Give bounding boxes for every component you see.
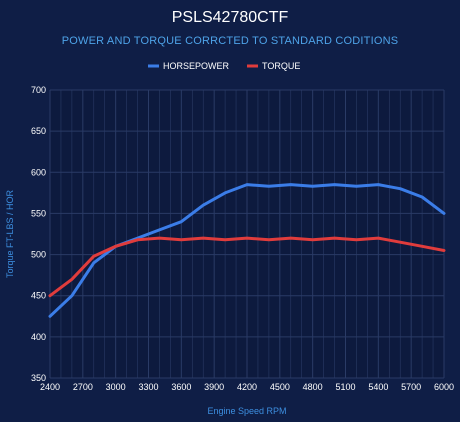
series-lines	[48, 183, 446, 318]
legend-label-torque[interactable]: TORQUE	[262, 61, 300, 71]
chart-title: PSLS42780CTF	[171, 9, 289, 26]
y-tick-label: 400	[31, 332, 46, 342]
chart-subtitle: POWER AND TORQUE CORRCTED TO STANDARD CO…	[61, 35, 399, 47]
y-tick-label: 600	[31, 167, 46, 177]
grid-lines	[49, 89, 445, 379]
x-tick-label: 2400	[40, 382, 60, 392]
x-tick-label: 3000	[106, 382, 126, 392]
x-tick-label: 6000	[434, 382, 454, 392]
y-tick-label: 500	[31, 250, 46, 260]
y-tick-label: 700	[31, 85, 46, 95]
y-tick-labels: 350 400 450 500 550 600 650 700	[31, 85, 46, 383]
legend-swatch-torque	[247, 64, 258, 68]
x-tick-label: 5700	[401, 382, 421, 392]
x-tick-label: 4800	[303, 382, 323, 392]
y-tick-label: 450	[31, 291, 46, 301]
x-tick-label: 5400	[368, 382, 388, 392]
y-tick-label: 350	[31, 373, 46, 383]
x-tick-label: 4200	[237, 382, 257, 392]
y-tick-label: 550	[31, 208, 46, 218]
x-tick-labels: 2400 2700 3000 3300 3600 3900 4200 4500 4800 5100…	[40, 382, 454, 392]
series-line-torque	[48, 236, 446, 298]
x-tick-label: 2700	[73, 382, 93, 392]
legend-swatch-horsepower	[148, 64, 159, 68]
x-tick-label: 3300	[138, 382, 158, 392]
x-tick-label: 4500	[270, 382, 290, 392]
legend-label-horsepower[interactable]: HORSEPOWER	[163, 61, 230, 71]
legend: HORSEPOWER TORQUE	[148, 61, 300, 71]
x-tick-label: 3900	[204, 382, 224, 392]
x-tick-label: 3600	[171, 382, 191, 392]
y-tick-label: 650	[31, 126, 46, 136]
y-axis-label: Torque FT-LBS / HOR	[5, 189, 15, 278]
x-tick-label: 5100	[335, 382, 355, 392]
x-axis-label: Engine Speed RPM	[207, 406, 286, 416]
